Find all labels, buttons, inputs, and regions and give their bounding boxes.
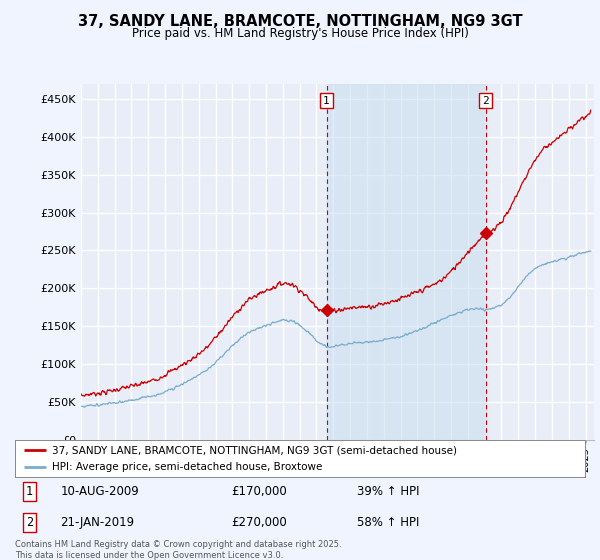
Text: HPI: Average price, semi-detached house, Broxtowe: HPI: Average price, semi-detached house,… [52,461,322,472]
Text: 1: 1 [323,96,330,106]
Text: 1: 1 [26,485,33,498]
Text: £270,000: £270,000 [232,516,287,529]
Text: 39% ↑ HPI: 39% ↑ HPI [357,485,419,498]
Text: 37, SANDY LANE, BRAMCOTE, NOTTINGHAM, NG9 3GT (semi-detached house): 37, SANDY LANE, BRAMCOTE, NOTTINGHAM, NG… [52,445,457,455]
Text: 2: 2 [26,516,33,529]
Text: 2: 2 [482,96,489,106]
Text: Price paid vs. HM Land Registry's House Price Index (HPI): Price paid vs. HM Land Registry's House … [131,27,469,40]
Text: 37, SANDY LANE, BRAMCOTE, NOTTINGHAM, NG9 3GT: 37, SANDY LANE, BRAMCOTE, NOTTINGHAM, NG… [77,14,523,29]
Text: 21-JAN-2019: 21-JAN-2019 [61,516,135,529]
Text: £170,000: £170,000 [232,485,287,498]
Text: Contains HM Land Registry data © Crown copyright and database right 2025.
This d: Contains HM Land Registry data © Crown c… [15,540,341,559]
Bar [326,84,485,440]
Text: 58% ↑ HPI: 58% ↑ HPI [357,516,419,529]
Text: 10-AUG-2009: 10-AUG-2009 [61,485,139,498]
